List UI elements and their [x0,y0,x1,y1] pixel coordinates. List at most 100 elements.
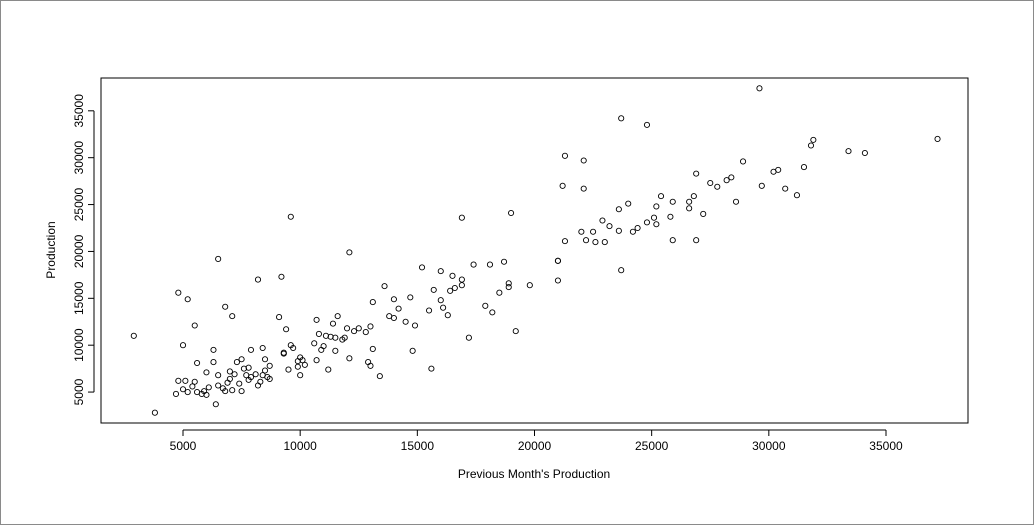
data-point [486,261,494,268]
data-point [203,391,210,398]
data-point [297,372,304,379]
data-point [451,284,458,292]
data-point [580,157,587,164]
data-point [810,136,817,143]
data-point [210,346,217,353]
data-point [179,342,187,349]
data-point [332,347,339,354]
data-point [334,313,341,320]
data-point [561,238,569,245]
data-point [615,227,622,234]
data-point [599,217,606,224]
data-point [290,344,297,352]
data-point [205,384,212,391]
data-point [229,387,236,394]
data-point [643,121,651,128]
x-axis: 5000 10000 15000 20000 25000 30000 35000 [170,429,903,453]
data-point [512,328,519,335]
data-point [341,334,348,341]
data-point [407,294,414,301]
data-points [130,85,941,416]
data-point [313,357,320,364]
y-tick-label: 20000 [72,234,86,268]
data-point [179,386,187,393]
y-tick-label: 5000 [72,378,86,405]
data-point [222,303,229,310]
data-point [222,388,229,395]
data-point [390,314,397,322]
data-point [203,369,210,376]
data-point [280,349,287,356]
data-point [686,205,693,212]
data-point [526,282,533,289]
data-point [782,185,789,192]
x-tick-label: 25000 [635,439,669,453]
data-point [606,223,613,230]
data-point [266,375,273,382]
data-point [332,334,339,341]
data-point [458,276,465,283]
data-point [428,365,435,372]
data-point [238,388,245,395]
data-point [189,383,196,390]
data-point [320,343,327,350]
data-point [226,375,233,382]
data-point [554,257,561,264]
y-tick-label: 35000 [72,94,86,128]
data-point [496,289,503,296]
data-point [458,282,465,289]
data-point [369,345,376,352]
data-point [669,237,676,244]
data-point [650,214,658,221]
data-point [601,239,608,246]
data-point [233,359,240,366]
data-point [739,158,747,165]
data-point [151,409,158,416]
data-point [693,170,700,177]
data-point [793,192,800,199]
data-point [580,185,587,192]
data-point [508,209,515,217]
data-point [845,148,852,155]
y-tick-label: 15000 [72,281,86,315]
data-point [276,314,283,321]
data-point [500,258,508,265]
data-point [700,210,707,217]
data-point [643,219,651,226]
data-point [447,287,454,294]
data-point [294,363,301,370]
data-point [409,347,416,354]
plot-area-border [100,77,969,424]
data-point [315,330,322,337]
data-point [430,286,437,293]
data-point [182,377,189,384]
data-point [686,198,693,205]
data-point [191,378,198,385]
data-point [444,312,451,319]
data-point [426,307,433,314]
data-point [325,366,332,373]
data-point [194,359,201,367]
data-point [215,372,222,379]
data-point [210,359,217,366]
data-point [690,193,697,200]
data-point [470,261,477,268]
x-tick-label: 20000 [518,439,552,453]
x-axis-title: Previous Month's Production [458,467,610,481]
data-point [554,277,561,284]
data-point [625,200,632,207]
data-point [346,249,353,256]
data-point [449,272,456,279]
data-point [287,213,294,220]
data-point [247,374,255,381]
data-point [367,323,374,330]
data-point [578,228,585,235]
y-tick-label: 30000 [72,141,86,175]
data-point [175,289,182,296]
data-point [172,390,180,397]
data-point [261,356,269,363]
x-tick-label: 10000 [283,439,317,453]
data-point [376,373,383,380]
data-point [301,361,308,368]
